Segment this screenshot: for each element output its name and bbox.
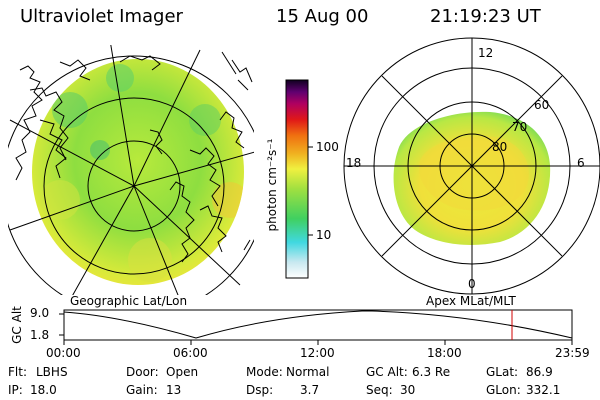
time-tick-1200: 12:00 <box>300 346 335 360</box>
door-label: Door: <box>126 365 159 379</box>
mode-label: Mode: <box>246 365 283 379</box>
filter-value: LBHS <box>36 365 68 379</box>
colorbar-unit-label: photon cm⁻²s⁻¹ <box>265 138 279 232</box>
gain-value: 13 <box>166 383 182 397</box>
time-tick-0600: 06:00 <box>173 346 208 360</box>
ip-label: IP: <box>8 383 23 397</box>
mlt-label-left: 18 <box>346 156 362 170</box>
seq-value: 30 <box>400 383 416 397</box>
gc-alt-value: 6.3 Re <box>412 365 451 379</box>
geographic-image <box>8 45 254 295</box>
mlt-label-bottom: 0 <box>468 277 476 291</box>
glat-label: GLat: <box>486 365 519 379</box>
seq-label: Seq: <box>366 383 393 397</box>
mlt-label-right: 6 <box>577 156 585 170</box>
time-tick-0000: 00:00 <box>46 346 81 360</box>
left-panel-caption: Geographic Lat/Lon <box>70 294 188 308</box>
mode-value: Normal <box>286 365 330 379</box>
colorbar-tick-10: 10 <box>316 228 332 242</box>
magnetic-polar-image <box>343 37 600 295</box>
gc-alt-label: GC Alt: <box>366 365 408 379</box>
glon-label: GLon: <box>486 383 521 397</box>
image-time: 21:19:23 UT <box>430 6 541 27</box>
time-tick-2359: 23:59 <box>555 346 590 360</box>
altitude-ytick-high: 9.0 <box>30 306 50 320</box>
glat-value: 86.9 <box>526 365 553 379</box>
altitude-ytick-low: 1.8 <box>30 328 50 342</box>
ip-value: 18.0 <box>30 383 57 397</box>
altitude-plot <box>59 309 573 345</box>
dsp-value: 3.7 <box>300 383 320 397</box>
colorbar-tick-100: 100 <box>316 140 339 154</box>
instrument-title: Ultraviolet Imager <box>20 6 183 27</box>
color-scale-bar <box>285 79 309 279</box>
mlat-label-70: 70 <box>512 120 528 134</box>
time-tick-1800: 18:00 <box>427 346 462 360</box>
dsp-label: Dsp: <box>246 383 274 397</box>
gain-label: Gain: <box>126 383 158 397</box>
filter-label: Flt: <box>8 365 27 379</box>
mlat-label-60: 60 <box>534 98 550 112</box>
glon-value: 332.1 <box>526 383 561 397</box>
mlat-label-80: 80 <box>492 140 508 154</box>
right-panel-caption: Apex MLat/MLT <box>426 294 516 308</box>
mlt-label-top: 12 <box>478 46 494 60</box>
image-date: 15 Aug 00 <box>276 6 369 27</box>
altitude-ylabel: GC Alt <box>10 306 24 344</box>
door-value: Open <box>166 365 199 379</box>
